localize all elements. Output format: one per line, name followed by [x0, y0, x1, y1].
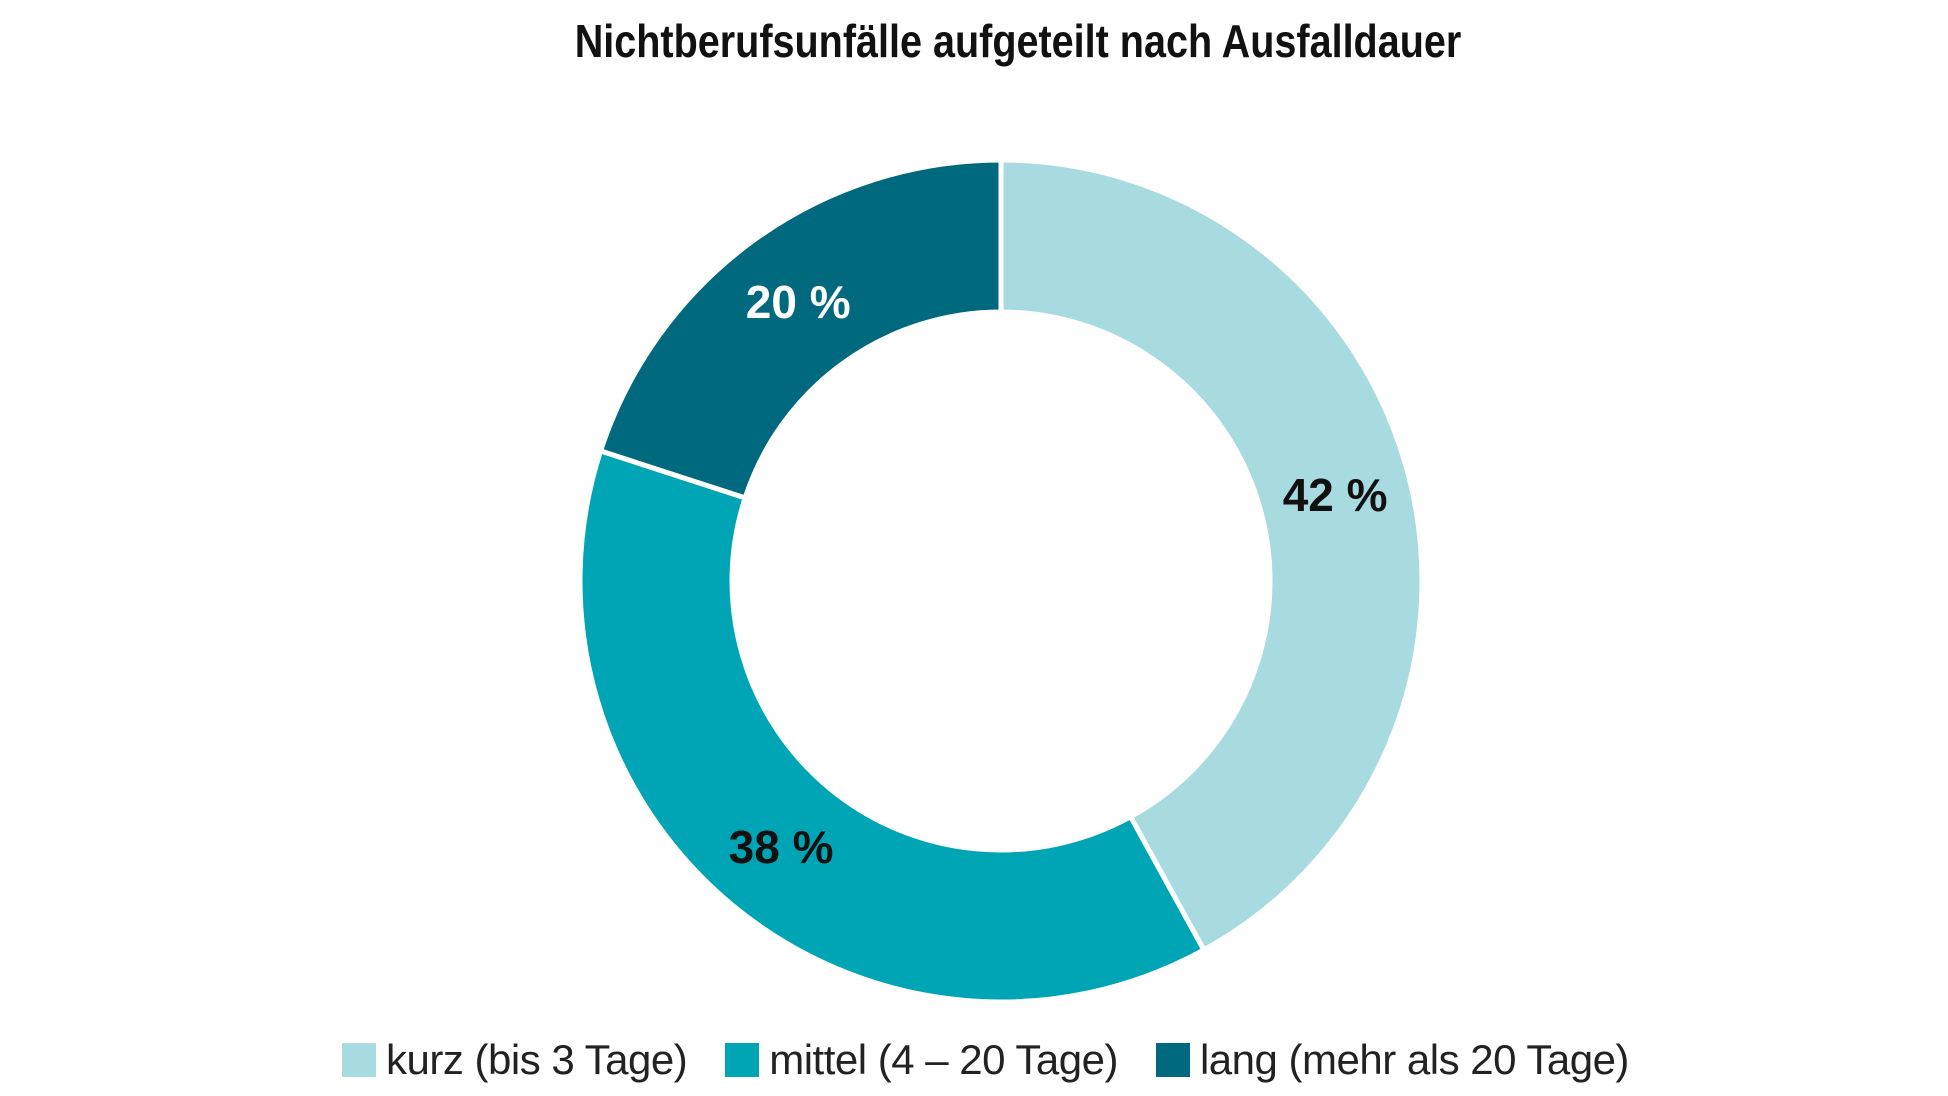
- slice-label-lang: 20 %: [746, 276, 851, 328]
- slice-labels: 42 % 38 % 20 %: [729, 276, 1388, 873]
- legend-item-mittel: mittel (4 – 20 Tage): [725, 1036, 1118, 1084]
- legend-label-kurz: kurz (bis 3 Tage): [386, 1036, 688, 1083]
- donut-slice-mittel: [577, 447, 1208, 1005]
- donut-slice-kurz: [998, 157, 1425, 954]
- donut-slice-lang: [597, 157, 1004, 502]
- donut-slices: [577, 157, 1425, 1005]
- slice-label-kurz: 42 %: [1283, 469, 1388, 521]
- slice-label-mittel: 38 %: [729, 821, 834, 873]
- legend: kurz (bis 3 Tage) mittel (4 – 20 Tage) l…: [342, 1034, 1667, 1086]
- legend-swatch-lang: [1155, 1043, 1190, 1077]
- chart-title: Nichtberufsunfälle aufgeteilt nach Ausfa…: [574, 15, 1462, 67]
- legend-item-kurz: kurz (bis 3 Tage): [342, 1036, 688, 1084]
- legend-swatch-kurz: [342, 1043, 376, 1077]
- legend-item-lang: lang (mehr als 20 Tage): [1155, 1036, 1629, 1084]
- legend-label-lang: lang (mehr als 20 Tage): [1199, 1036, 1629, 1083]
- legend-swatch-mittel: [725, 1043, 760, 1077]
- legend-label-mittel: mittel (4 – 20 Tage): [769, 1036, 1118, 1083]
